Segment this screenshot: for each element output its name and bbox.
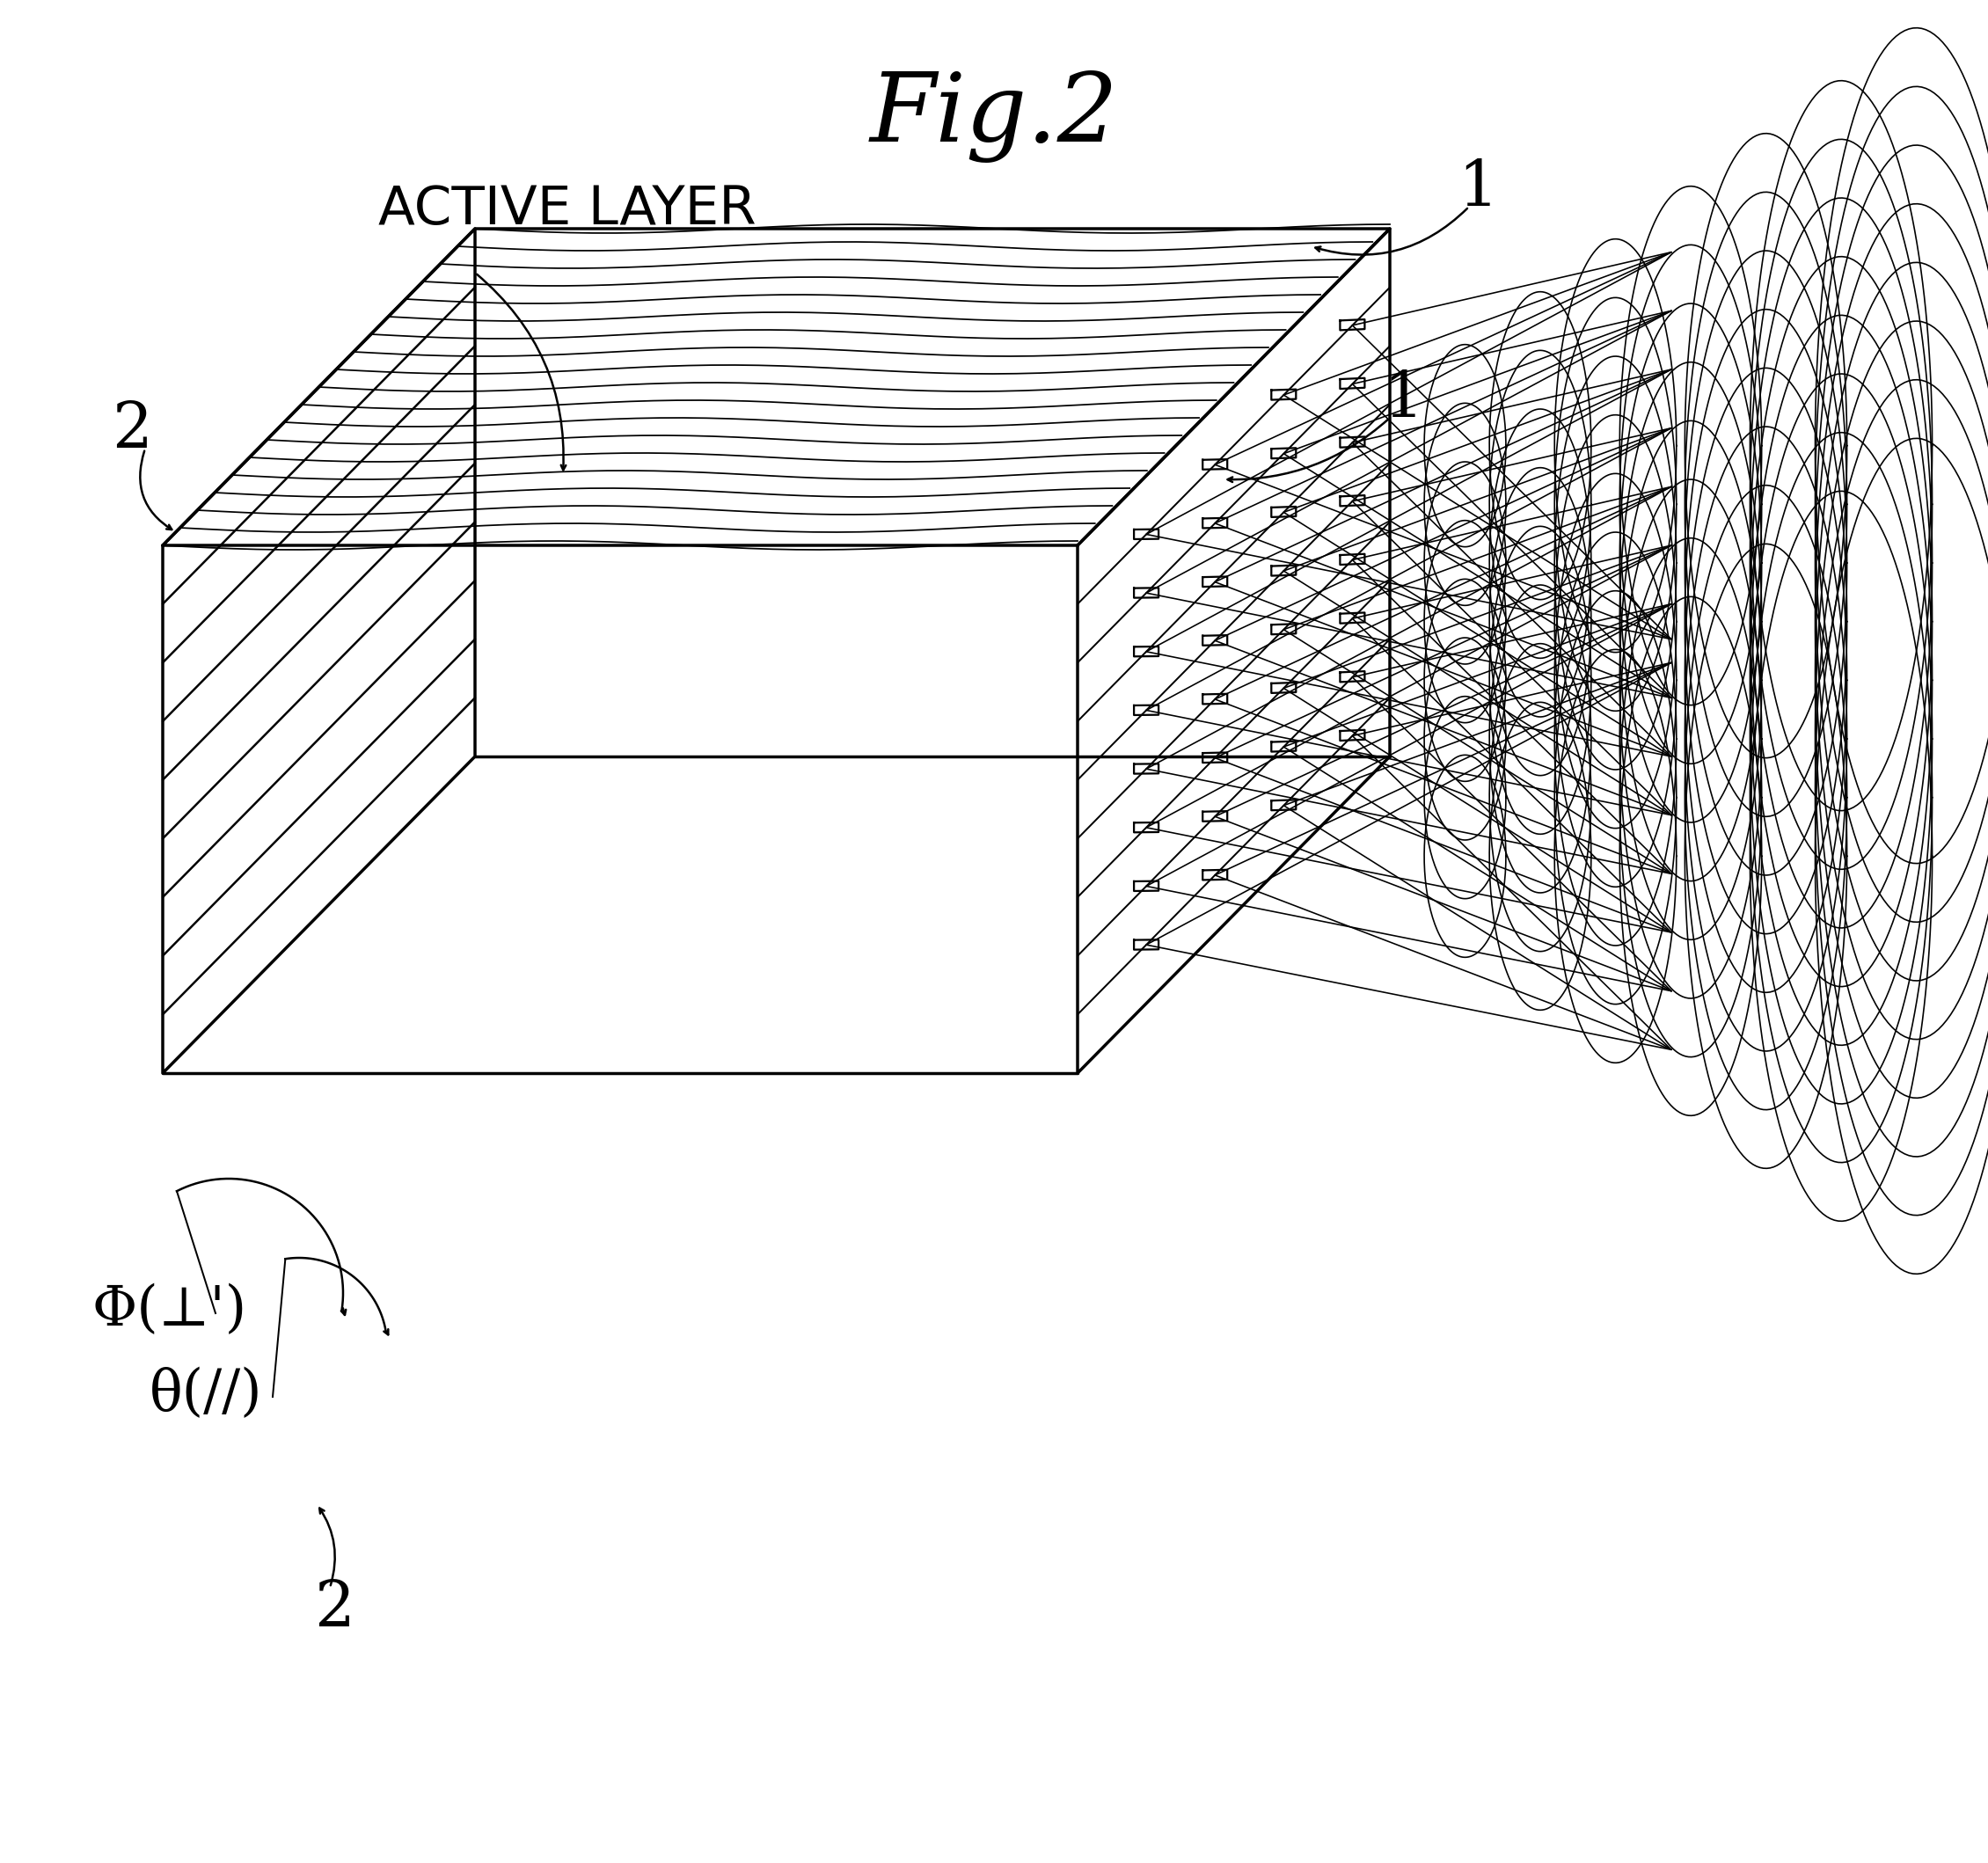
- Text: ACTIVE LAYER: ACTIVE LAYER: [378, 184, 755, 237]
- Text: θ(//): θ(//): [149, 1367, 262, 1421]
- Text: Fig.2: Fig.2: [869, 71, 1119, 162]
- Text: 2: 2: [111, 401, 153, 462]
- Text: 2: 2: [314, 1578, 354, 1641]
- Text: 1: 1: [1384, 369, 1423, 430]
- Text: 1: 1: [1457, 158, 1499, 220]
- Text: Φ(⊥'): Φ(⊥'): [91, 1284, 247, 1338]
